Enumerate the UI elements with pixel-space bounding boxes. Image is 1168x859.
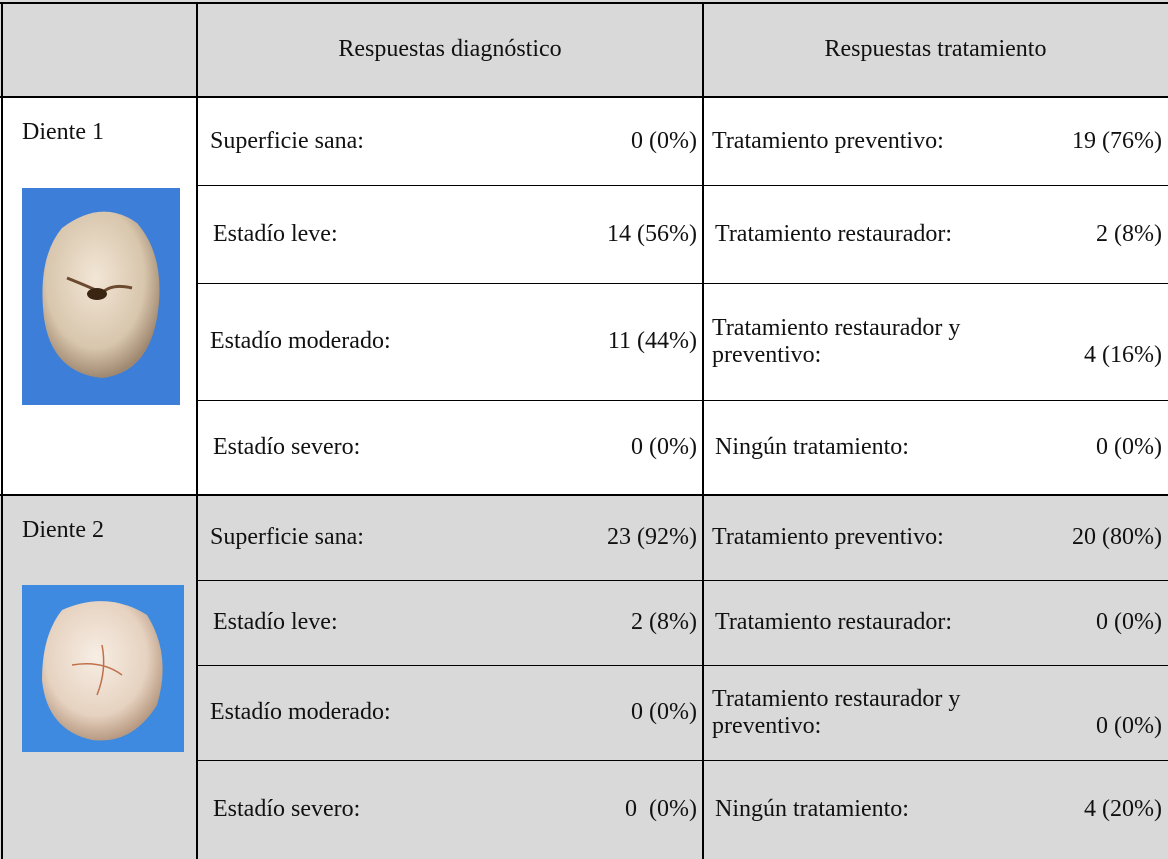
treatment-value: 4 (16%) <box>1084 341 1162 368</box>
treatment-value: 0 (0%) <box>1096 712 1162 739</box>
diagnosis-value: 0 (0%) <box>631 127 697 154</box>
treatment-label: Tratamiento preventivo: <box>712 127 944 154</box>
table-border <box>197 580 1168 581</box>
tooth-image <box>22 188 180 405</box>
cell-content: Estadío leve: 14 (56%) <box>213 221 697 248</box>
diagnosis-value: 0 (0%) <box>631 434 697 460</box>
table-border <box>1 2 3 859</box>
cell-content: Estadío moderado: 11 (44%) <box>210 328 697 355</box>
header-cell: Respuestas tratamiento <box>824 36 1047 62</box>
table-border <box>197 665 1168 666</box>
cell-content: Estadío moderado: 0 (0%) <box>210 699 697 726</box>
table-border <box>197 760 1168 761</box>
table-border <box>196 2 198 859</box>
diagnosis-cell: Estadío severo: 0 (0%) <box>197 760 703 859</box>
treatment-cell: Tratamiento restaurador: 0 (0%) <box>703 580 1168 665</box>
treatment-label: Ningún tratamiento: <box>715 434 909 460</box>
diagnosis-cell: Estadío severo: 0 (0%) <box>197 400 703 495</box>
diagnosis-cell: Superficie sana: 0 (0%) <box>197 97 703 185</box>
diagnosis-label: Estadío leve: <box>213 220 338 247</box>
treatment-cell: Tratamiento preventivo: 20 (80%) <box>703 495 1168 580</box>
table-border <box>197 283 1168 284</box>
treatment-label: Tratamiento restaurador y preventivo: <box>712 314 961 368</box>
cell-content: Superficie sana: 0 (0%) <box>210 128 697 155</box>
tooth-label: Diente 2 <box>22 517 104 543</box>
block-background <box>0 495 1168 859</box>
tooth-label: Diente 1 <box>22 119 104 145</box>
treatment-cell: Tratamiento restaurador y preventivo: 4 (… <box>703 283 1168 400</box>
cell-content: Ningún tratamiento: 0 (0%) <box>715 434 1162 461</box>
treatment-label: Tratamiento preventivo: <box>712 524 944 550</box>
treatment-value: 2 (8%) <box>1096 220 1162 247</box>
diagnosis-value: 11 (44%) <box>607 328 697 354</box>
diagnosis-cell: Estadío leve: 14 (56%) <box>197 185 703 283</box>
table-border <box>197 185 1168 186</box>
treatment-value: 20 (80%) <box>1072 524 1162 550</box>
cell-content: Estadío leve: 2 (8%) <box>213 609 697 636</box>
cell-content: Ningún tratamiento: 4 (20%) <box>715 796 1162 823</box>
treatment-cell: Tratamiento restaurador: 2 (8%) <box>703 185 1168 283</box>
treatment-cell: Ningún tratamiento: 4 (20%) <box>703 760 1168 859</box>
table-border <box>702 2 704 859</box>
diagnosis-label: Estadío moderado: <box>210 699 391 725</box>
cell-content: Tratamiento restaurador: 2 (8%) <box>715 221 1162 248</box>
diagnosis-label: Estadío severo: <box>213 434 361 460</box>
diagnosis-label: Estadío severo: <box>213 796 361 822</box>
header-background <box>0 0 1168 97</box>
diagnosis-label: Superficie sana: <box>210 524 364 550</box>
diagnosis-cell: Estadío moderado: 11 (44%) <box>197 283 703 400</box>
treatment-value: 4 (20%) <box>1084 796 1162 822</box>
treatment-cell: Ningún tratamiento: 0 (0%) <box>703 400 1168 495</box>
cell-content: Estadío severo: 0 (0%) <box>213 434 697 461</box>
header-cell: Respuestas diagnóstico <box>338 36 562 62</box>
diagnosis-value: 0 (0%) <box>625 796 697 822</box>
diagnosis-value: 14 (56%) <box>607 220 697 247</box>
cell-content: Superficie sana: 23 (92%) <box>210 524 697 551</box>
cell-content: Tratamiento preventivo: 19 (76%) <box>712 128 1162 155</box>
diagnosis-cell: Estadío moderado: 0 (0%) <box>197 665 703 760</box>
cell-content: Tratamiento restaurador y preventivo: 0 (… <box>712 686 1162 740</box>
treatment-label: Ningún tratamiento: <box>715 796 909 822</box>
diagnosis-label: Estadío leve: <box>213 609 338 635</box>
treatment-value: 0 (0%) <box>1096 609 1162 635</box>
treatment-value: 0 (0%) <box>1096 434 1162 460</box>
treatment-label: Tratamiento restaurador: <box>715 220 953 247</box>
treatment-label: Tratamiento restaurador: <box>715 609 953 635</box>
diagnosis-value: 0 (0%) <box>631 699 697 725</box>
table-border <box>197 400 1168 401</box>
table-border <box>0 494 1168 496</box>
treatment-cell: Tratamiento restaurador y preventivo: 0 (… <box>703 665 1168 760</box>
diagnosis-cell: Estadío leve: 2 (8%) <box>197 580 703 665</box>
cell-content: Tratamiento restaurador: 0 (0%) <box>715 609 1162 636</box>
cell-content: Estadío severo: 0 (0%) <box>213 796 697 823</box>
treatment-cell: Tratamiento preventivo: 19 (76%) <box>703 97 1168 185</box>
diagnosis-value: 23 (92%) <box>607 524 697 550</box>
cell-content: Tratamiento restaurador y preventivo: 4 (… <box>712 315 1162 369</box>
cell-content: Tratamiento preventivo: 20 (80%) <box>712 524 1162 551</box>
table-border <box>0 2 1168 4</box>
tooth-image <box>22 585 184 752</box>
diagnosis-label: Superficie sana: <box>210 127 364 154</box>
diagnosis-label: Estadío moderado: <box>210 328 391 354</box>
table-border <box>0 96 1168 98</box>
treatment-value: 19 (76%) <box>1072 127 1162 154</box>
diagnosis-value: 2 (8%) <box>631 609 697 635</box>
treatment-label: Tratamiento restaurador y preventivo: <box>712 685 961 739</box>
diagnosis-cell: Superficie sana: 23 (92%) <box>197 495 703 580</box>
